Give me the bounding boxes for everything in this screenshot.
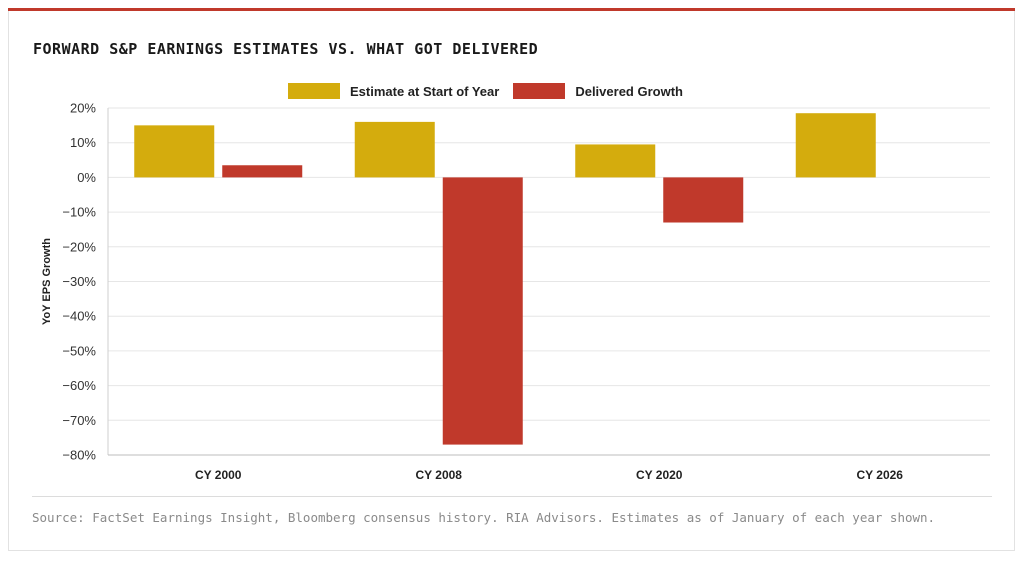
legend-label-delivered: Delivered Growth — [575, 83, 683, 99]
source-note: Source: FactSet Earnings Insight, Bloomb… — [32, 510, 936, 525]
bar-delivered-cy-2000 — [222, 165, 303, 178]
y-axis-title: YoY EPS Growth — [41, 238, 53, 325]
bar-chart: 20% 10% 0% −10% −20% −30% −40% −50% −60% −70% −80%… — [41, 101, 990, 482]
y-tick-label: −40% — [62, 309, 96, 324]
bar-estimate-cy-2000 — [134, 125, 215, 178]
legend-item-estimate: Estimate at Start of Year — [288, 83, 499, 99]
y-tick-label: −60% — [62, 378, 96, 393]
x-tick-label: CY 2008 — [416, 468, 463, 482]
legend-swatch-estimate — [288, 83, 340, 99]
bar-delivered-cy-2008 — [442, 177, 523, 445]
y-tick-label: −50% — [62, 343, 96, 358]
y-tick-label: 10% — [70, 135, 96, 150]
bar-estimate-cy-2008 — [354, 121, 435, 178]
x-tick-label: CY 2026 — [857, 468, 904, 482]
legend-item-delivered: Delivered Growth — [513, 83, 683, 99]
y-tick-label: 0% — [77, 170, 96, 185]
y-tick-label: −80% — [62, 448, 96, 463]
x-tick-label: CY 2000 — [195, 468, 242, 482]
legend-swatch-delivered — [513, 83, 566, 99]
accent-rule — [8, 8, 1015, 11]
bar-estimate-cy-2026 — [795, 113, 876, 178]
legend: Estimate at Start of Year Delivered Grow… — [288, 82, 697, 100]
bar-delivered-cy-2020 — [663, 177, 744, 223]
y-tick-label: 20% — [70, 101, 96, 116]
y-tick-label: −20% — [62, 239, 96, 254]
y-tick-label: −30% — [62, 274, 96, 289]
legend-label-estimate: Estimate at Start of Year — [350, 83, 500, 99]
chart-title: FORWARD S&P EARNINGS ESTIMATES VS. WHAT … — [33, 40, 539, 58]
y-tick-label: −10% — [62, 205, 96, 220]
x-tick-label: CY 2020 — [636, 468, 683, 482]
source-divider — [32, 496, 992, 497]
y-tick-label: −70% — [62, 413, 96, 428]
bar-estimate-cy-2020 — [575, 144, 656, 178]
